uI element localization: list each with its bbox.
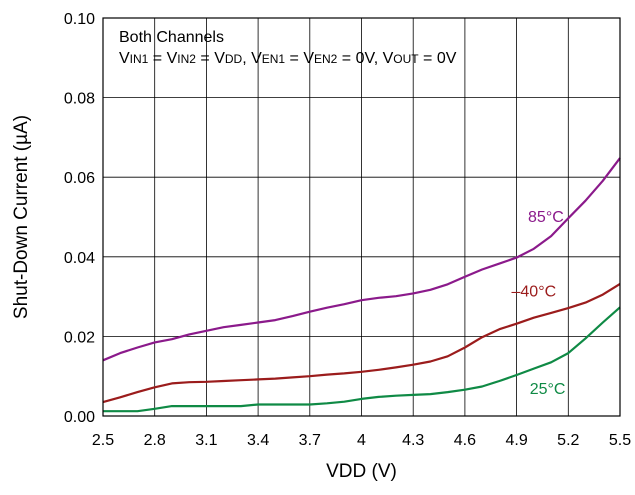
series-label: 85°C — [528, 209, 564, 226]
subscript-text: IN1 — [130, 52, 149, 66]
x-tick-label: 4.9 — [505, 432, 527, 449]
x-axis-label: VDD (V) — [326, 461, 397, 482]
y-tick-label: 0.08 — [64, 91, 95, 108]
x-tick-label: 2.5 — [92, 432, 114, 449]
y-tick-label: 0.06 — [64, 170, 95, 187]
x-tick-label: 3.1 — [195, 432, 217, 449]
y-tick-label: 0.02 — [64, 329, 95, 346]
x-tick-label: 5.2 — [557, 432, 579, 449]
y-tick-label: 0.00 — [64, 409, 95, 426]
subscript-text: EN1 — [262, 52, 286, 66]
subscript-text: DD — [225, 52, 243, 66]
x-tick-label: 4.3 — [402, 432, 424, 449]
annotation-text: V — [119, 50, 130, 67]
annotation-text: = V — [196, 50, 225, 67]
x-tick-label: 5.5 — [609, 432, 631, 449]
series-line — [103, 306, 621, 413]
annotation-text: = 0V — [419, 50, 457, 67]
plot-frame — [102, 17, 621, 417]
tick-labels: 2.5 2.8 3.1 3.4 3.7 4 4.3 4.6 4.9 5.2 5.5 0.00 0.02 0… — [64, 11, 631, 449]
series-label: –40°C — [512, 284, 557, 301]
y-tick-label: 0.10 — [64, 11, 95, 28]
y-axis-label: Shut-Down Current (µA) — [11, 115, 32, 319]
annotation-text: = V — [285, 50, 314, 67]
annotation-text: = V — [148, 50, 177, 67]
x-tick-label: 3.4 — [247, 432, 269, 449]
subscript-text: IN2 — [177, 52, 196, 66]
y-tick-label: 0.04 — [64, 250, 95, 267]
x-tick-label: 3.7 — [299, 432, 321, 449]
annotation-text: = 0V, V — [337, 50, 393, 67]
annotation-title: Both Channels — [119, 29, 224, 46]
annotation-condition: VIN1 = VIN2 = VDD, VEN1 = VEN2 = 0V, VOU… — [119, 50, 457, 67]
x-tick-label: 4.6 — [454, 432, 476, 449]
series-line — [102, 282, 621, 404]
subscript-text: OUT — [393, 52, 419, 66]
x-tick-label: 2.8 — [144, 432, 166, 449]
subscript-text: EN2 — [314, 52, 338, 66]
series-line — [102, 157, 621, 362]
series-lines — [102, 157, 621, 413]
series-labels: 85°C –40°C 25°C — [512, 209, 566, 398]
x-tick-label: 4 — [357, 432, 366, 449]
series-label: 25°C — [530, 381, 566, 398]
annotation-text: , V — [242, 50, 262, 67]
